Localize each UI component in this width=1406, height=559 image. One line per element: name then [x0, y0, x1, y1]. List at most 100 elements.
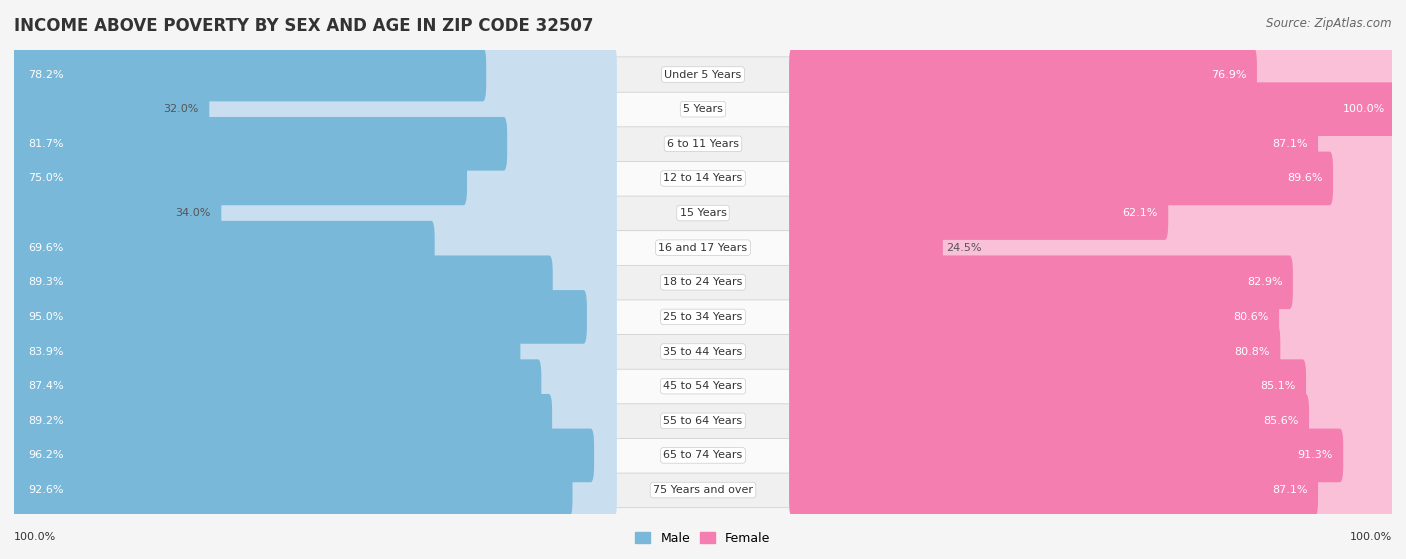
Text: 35 to 44 Years: 35 to 44 Years	[664, 347, 742, 357]
Text: 89.3%: 89.3%	[28, 277, 63, 287]
FancyBboxPatch shape	[14, 196, 1392, 231]
Text: 55 to 64 Years: 55 to 64 Years	[664, 416, 742, 426]
Text: 87.1%: 87.1%	[1272, 485, 1308, 495]
FancyBboxPatch shape	[789, 221, 943, 274]
Text: 32.0%: 32.0%	[163, 104, 200, 114]
FancyBboxPatch shape	[789, 254, 1395, 311]
Text: 62.1%: 62.1%	[1122, 208, 1159, 218]
FancyBboxPatch shape	[11, 46, 617, 103]
Legend: Male, Female: Male, Female	[630, 527, 776, 550]
Text: 25 to 34 Years: 25 to 34 Years	[664, 312, 742, 322]
Text: 91.3%: 91.3%	[1298, 451, 1333, 461]
FancyBboxPatch shape	[789, 325, 1281, 378]
FancyBboxPatch shape	[789, 288, 1395, 345]
FancyBboxPatch shape	[14, 126, 1392, 162]
FancyBboxPatch shape	[789, 429, 1343, 482]
FancyBboxPatch shape	[11, 184, 617, 241]
FancyBboxPatch shape	[789, 48, 1257, 101]
FancyBboxPatch shape	[11, 254, 617, 311]
Text: 80.6%: 80.6%	[1233, 312, 1268, 322]
FancyBboxPatch shape	[789, 80, 1395, 138]
FancyBboxPatch shape	[14, 230, 1392, 266]
FancyBboxPatch shape	[14, 264, 1392, 300]
FancyBboxPatch shape	[789, 219, 1395, 276]
Text: 100.0%: 100.0%	[14, 532, 56, 542]
FancyBboxPatch shape	[11, 151, 467, 205]
FancyBboxPatch shape	[789, 46, 1395, 103]
FancyBboxPatch shape	[14, 299, 1392, 335]
FancyBboxPatch shape	[789, 358, 1395, 415]
FancyBboxPatch shape	[14, 403, 1392, 438]
Text: 75 Years and over: 75 Years and over	[652, 485, 754, 495]
FancyBboxPatch shape	[11, 358, 617, 415]
FancyBboxPatch shape	[14, 57, 1392, 92]
FancyBboxPatch shape	[11, 392, 617, 449]
Text: 81.7%: 81.7%	[28, 139, 63, 149]
Text: 87.4%: 87.4%	[28, 381, 63, 391]
Text: 12 to 14 Years: 12 to 14 Years	[664, 173, 742, 183]
FancyBboxPatch shape	[789, 392, 1395, 449]
FancyBboxPatch shape	[789, 394, 1309, 448]
Text: 95.0%: 95.0%	[28, 312, 63, 322]
Text: 100.0%: 100.0%	[1343, 104, 1385, 114]
Text: 87.1%: 87.1%	[1272, 139, 1308, 149]
FancyBboxPatch shape	[789, 359, 1306, 413]
FancyBboxPatch shape	[14, 334, 1392, 369]
Text: 85.1%: 85.1%	[1260, 381, 1296, 391]
FancyBboxPatch shape	[789, 463, 1317, 517]
Text: INCOME ABOVE POVERTY BY SEX AND AGE IN ZIP CODE 32507: INCOME ABOVE POVERTY BY SEX AND AGE IN Z…	[14, 17, 593, 35]
FancyBboxPatch shape	[11, 394, 553, 448]
FancyBboxPatch shape	[789, 290, 1279, 344]
Text: 89.2%: 89.2%	[28, 416, 63, 426]
FancyBboxPatch shape	[14, 472, 1392, 508]
FancyBboxPatch shape	[11, 429, 595, 482]
FancyBboxPatch shape	[789, 462, 1395, 519]
FancyBboxPatch shape	[11, 48, 486, 101]
Text: 18 to 24 Years: 18 to 24 Years	[664, 277, 742, 287]
Text: 45 to 54 Years: 45 to 54 Years	[664, 381, 742, 391]
Text: 89.6%: 89.6%	[1288, 173, 1323, 183]
FancyBboxPatch shape	[11, 462, 617, 519]
Text: 100.0%: 100.0%	[1350, 532, 1392, 542]
FancyBboxPatch shape	[789, 150, 1395, 207]
FancyBboxPatch shape	[14, 368, 1392, 404]
FancyBboxPatch shape	[11, 82, 209, 136]
FancyBboxPatch shape	[11, 115, 617, 172]
FancyBboxPatch shape	[789, 323, 1395, 380]
FancyBboxPatch shape	[11, 290, 586, 344]
FancyBboxPatch shape	[11, 323, 617, 380]
Text: 15 Years: 15 Years	[679, 208, 727, 218]
FancyBboxPatch shape	[789, 115, 1395, 172]
FancyBboxPatch shape	[11, 186, 221, 240]
FancyBboxPatch shape	[11, 463, 572, 517]
FancyBboxPatch shape	[11, 255, 553, 309]
FancyBboxPatch shape	[11, 219, 617, 276]
FancyBboxPatch shape	[11, 427, 617, 484]
Text: 83.9%: 83.9%	[28, 347, 63, 357]
FancyBboxPatch shape	[11, 221, 434, 274]
Text: 80.8%: 80.8%	[1234, 347, 1270, 357]
Text: 92.6%: 92.6%	[28, 485, 63, 495]
FancyBboxPatch shape	[789, 82, 1395, 136]
Text: 69.6%: 69.6%	[28, 243, 63, 253]
FancyBboxPatch shape	[11, 325, 520, 378]
Text: 96.2%: 96.2%	[28, 451, 63, 461]
Text: 65 to 74 Years: 65 to 74 Years	[664, 451, 742, 461]
Text: 5 Years: 5 Years	[683, 104, 723, 114]
FancyBboxPatch shape	[789, 186, 1168, 240]
FancyBboxPatch shape	[11, 117, 508, 170]
FancyBboxPatch shape	[14, 161, 1392, 196]
Text: 24.5%: 24.5%	[946, 243, 981, 253]
FancyBboxPatch shape	[789, 117, 1317, 170]
Text: 75.0%: 75.0%	[28, 173, 63, 183]
Text: 34.0%: 34.0%	[176, 208, 211, 218]
FancyBboxPatch shape	[789, 427, 1395, 484]
FancyBboxPatch shape	[14, 92, 1392, 127]
FancyBboxPatch shape	[11, 359, 541, 413]
Text: 78.2%: 78.2%	[28, 69, 63, 79]
FancyBboxPatch shape	[14, 438, 1392, 473]
Text: 85.6%: 85.6%	[1264, 416, 1299, 426]
FancyBboxPatch shape	[11, 80, 617, 138]
FancyBboxPatch shape	[11, 150, 617, 207]
FancyBboxPatch shape	[789, 151, 1333, 205]
